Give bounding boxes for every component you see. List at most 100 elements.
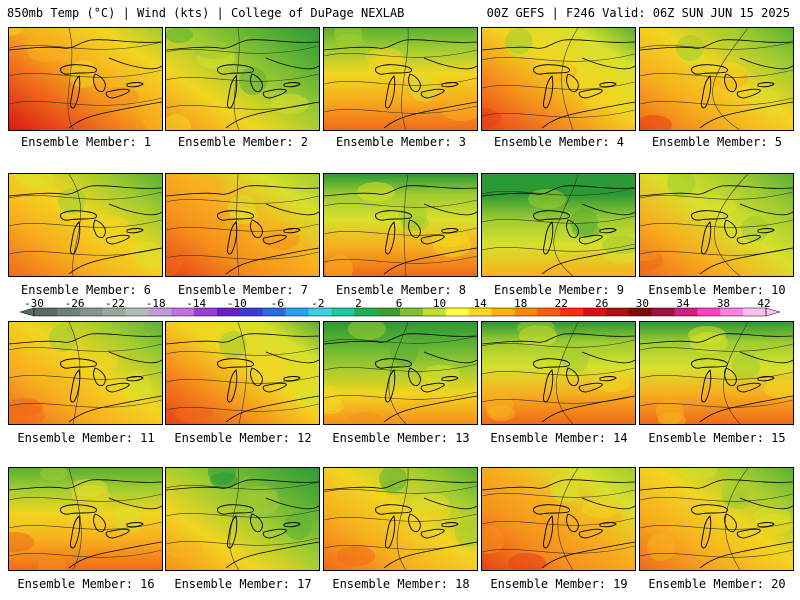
colorbar-tick-label: 42 [757, 297, 771, 310]
ensemble-panel-6 [8, 173, 163, 277]
ensemble-panel-1 [8, 27, 163, 131]
temperature-map [166, 174, 319, 276]
ensemble-member-label: Ensemble Member: 16 [17, 577, 155, 591]
colorbar-tick-label: 38 [716, 297, 731, 310]
temperature-map [640, 28, 793, 130]
colorbar-tick-label: -10 [226, 297, 247, 310]
ensemble-panel-17 [165, 467, 320, 571]
temperature-map [166, 468, 319, 570]
colorbar-tick-label: 22 [554, 297, 568, 310]
temperature-map [640, 174, 793, 276]
ensemble-panel-15 [639, 321, 794, 425]
colorbar-bin [148, 308, 172, 316]
colorbar-tick-label: 26 [595, 297, 609, 310]
colorbar-bin [102, 308, 126, 316]
colorbar-tick-label: -30 [24, 297, 44, 310]
ensemble-member-label: Ensemble Member: 4 [493, 135, 625, 149]
temperature-map [324, 174, 477, 276]
colorbar-bin [697, 308, 721, 316]
ensemble-member-label: Ensemble Member: 17 [174, 577, 312, 591]
ensemble-panel-8 [323, 173, 478, 277]
temperature-map [640, 468, 793, 570]
ensemble-panel-20 [639, 467, 794, 571]
ensemble-member-label: Ensemble Member: 10 [648, 283, 786, 297]
colorbar-bin [262, 308, 286, 316]
colorbar-bin [514, 308, 538, 316]
ensemble-member-label: Ensemble Member: 7 [177, 283, 309, 297]
colorbar-bin [628, 308, 652, 316]
colorbar-bin [560, 308, 584, 316]
colorbar-tick-label: 6 [395, 297, 403, 310]
temperature-map [9, 28, 162, 130]
colorbar-tick-label: 34 [676, 297, 690, 310]
ensemble-member-label: Ensemble Member: 6 [20, 283, 152, 297]
colorbar-bin [56, 308, 81, 316]
colorbar-bin [308, 308, 332, 316]
ensemble-panel-19 [481, 467, 636, 571]
colorbar-tick-label: -14 [186, 297, 207, 310]
colorbar-bin [285, 308, 309, 316]
ensemble-member-label: Ensemble Member: 9 [493, 283, 625, 297]
temperature-map [482, 28, 635, 130]
temperature-map [324, 28, 477, 130]
colorbar-tick-label: 18 [514, 297, 528, 310]
colorbar-bin [125, 308, 149, 316]
temperature-map [9, 468, 162, 570]
colorbar-bin [194, 308, 218, 316]
colorbar-bin [217, 308, 241, 316]
ensemble-panel-13 [323, 321, 478, 425]
ensemble-panel-12 [165, 321, 320, 425]
map-title: 850mb Temp (°C) | Wind (kts) | College o… [7, 6, 405, 20]
model-valid-time: 00Z GEFS | F246 Valid: 06Z SUN JUN 15 20… [486, 6, 790, 20]
colorbar-bin [422, 308, 447, 316]
colorbar-tick-label: 10 [432, 297, 447, 310]
ensemble-panel-7 [165, 173, 320, 277]
colorbar-bin [720, 308, 744, 316]
colorbar-tick-label: 30 [635, 297, 649, 310]
colorbar-bin [331, 308, 355, 316]
colorbar-bin [583, 308, 607, 316]
ensemble-panel-11 [8, 321, 163, 425]
colorbar-bin [743, 308, 767, 316]
colorbar-bin [239, 308, 264, 316]
ensemble-panel-3 [323, 27, 478, 131]
ensemble-member-label: Ensemble Member: 15 [648, 431, 786, 445]
colorbar-bin [491, 308, 515, 316]
colorbar-bin [605, 308, 630, 316]
colorbar-bin [537, 308, 561, 316]
ensemble-panel-5 [639, 27, 794, 131]
temperature-map [9, 322, 162, 424]
temperature-map [324, 468, 477, 570]
colorbar-bin [674, 308, 698, 316]
colorbar-tick-label: -2 [311, 297, 325, 310]
ensemble-panel-10 [639, 173, 794, 277]
colorbar-bin [400, 308, 424, 316]
temperature-map [166, 28, 319, 130]
colorbar-bin [354, 308, 378, 316]
ensemble-panel-9 [481, 173, 636, 277]
colorbar-tick-label: 14 [473, 297, 487, 310]
ensemble-panel-18 [323, 467, 478, 571]
temperature-map [324, 322, 477, 424]
colorbar-tick-label: -18 [145, 297, 166, 310]
ensemble-member-label: Ensemble Member: 8 [335, 283, 467, 297]
colorbar-tick-label: -6 [270, 297, 284, 310]
temperature-map [482, 468, 635, 570]
ensemble-member-label: Ensemble Member: 18 [332, 577, 470, 591]
colorbar-bin [651, 308, 675, 316]
ensemble-member-label: Ensemble Member: 13 [332, 431, 470, 445]
temperature-colorbar [19, 307, 781, 317]
colorbar-bin [377, 308, 401, 316]
ensemble-member-label: Ensemble Member: 3 [335, 135, 467, 149]
ensemble-member-label: Ensemble Member: 20 [648, 577, 786, 591]
ensemble-member-label: Ensemble Member: 19 [490, 577, 628, 591]
temperature-map [482, 174, 635, 276]
ensemble-member-label: Ensemble Member: 12 [174, 431, 312, 445]
temperature-map [166, 322, 319, 424]
ensemble-panel-16 [8, 467, 163, 571]
colorbar-bin [445, 308, 469, 316]
colorbar-tick-label: -26 [64, 297, 85, 310]
ensemble-member-label: Ensemble Member: 11 [17, 431, 155, 445]
colorbar-bin [79, 308, 103, 316]
ensemble-member-label: Ensemble Member: 5 [651, 135, 783, 149]
